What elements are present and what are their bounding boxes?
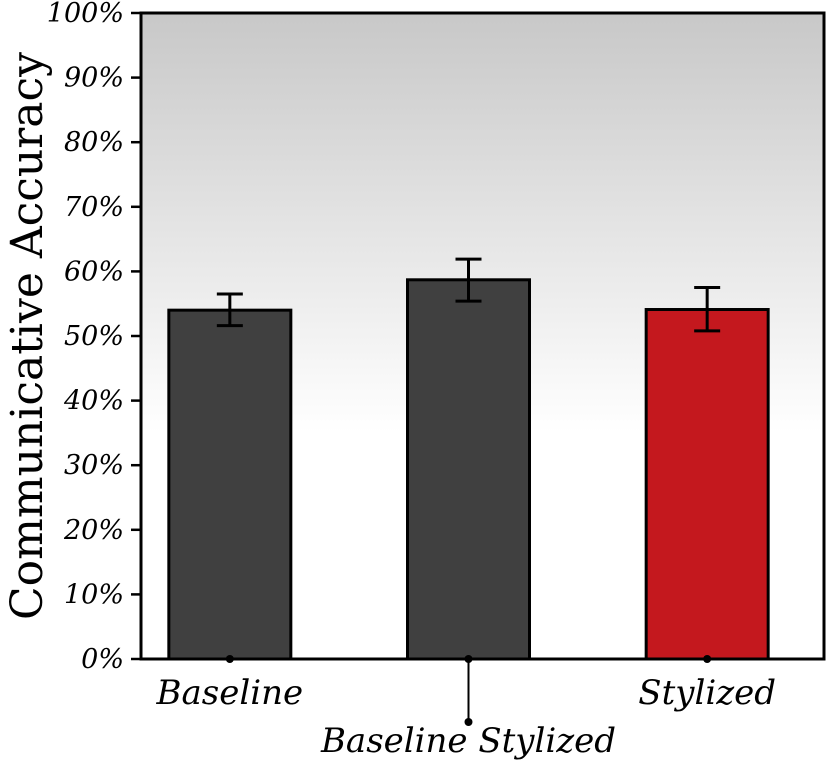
x-label-leader-dot [464,718,473,726]
bar [644,308,770,661]
y-tick-label: 50% [64,321,124,352]
x-tick-label: Baseline [156,673,304,713]
y-tick-label: 100% [47,0,124,29]
bar [167,308,293,661]
x-tick-label: Baseline Stylized [320,721,616,761]
x-tick-label: Stylized [638,673,776,713]
y-tick-label: 60% [64,256,124,287]
y-tick-label: 20% [63,515,124,546]
x-axis: Baseline Baseline Stylized Stylized [156,655,776,761]
plot-frame [139,11,826,661]
bars [167,257,770,661]
y-tick-label: 70% [64,192,124,223]
y-tick-label: 10% [64,579,124,610]
y-axis-label: Communicative Accuracy [2,52,53,620]
y-tick-label: 0% [81,644,124,675]
y-axis: 0% 10% 20% 30% 40% 50% 60% 70% 80% 90% 100% [47,0,141,675]
bar [406,278,531,661]
y-tick-label: 80% [64,127,124,158]
y-tick-label: 30% [64,450,124,481]
y-tick-label: 40% [63,386,124,417]
y-tick-label: 90% [64,63,124,94]
